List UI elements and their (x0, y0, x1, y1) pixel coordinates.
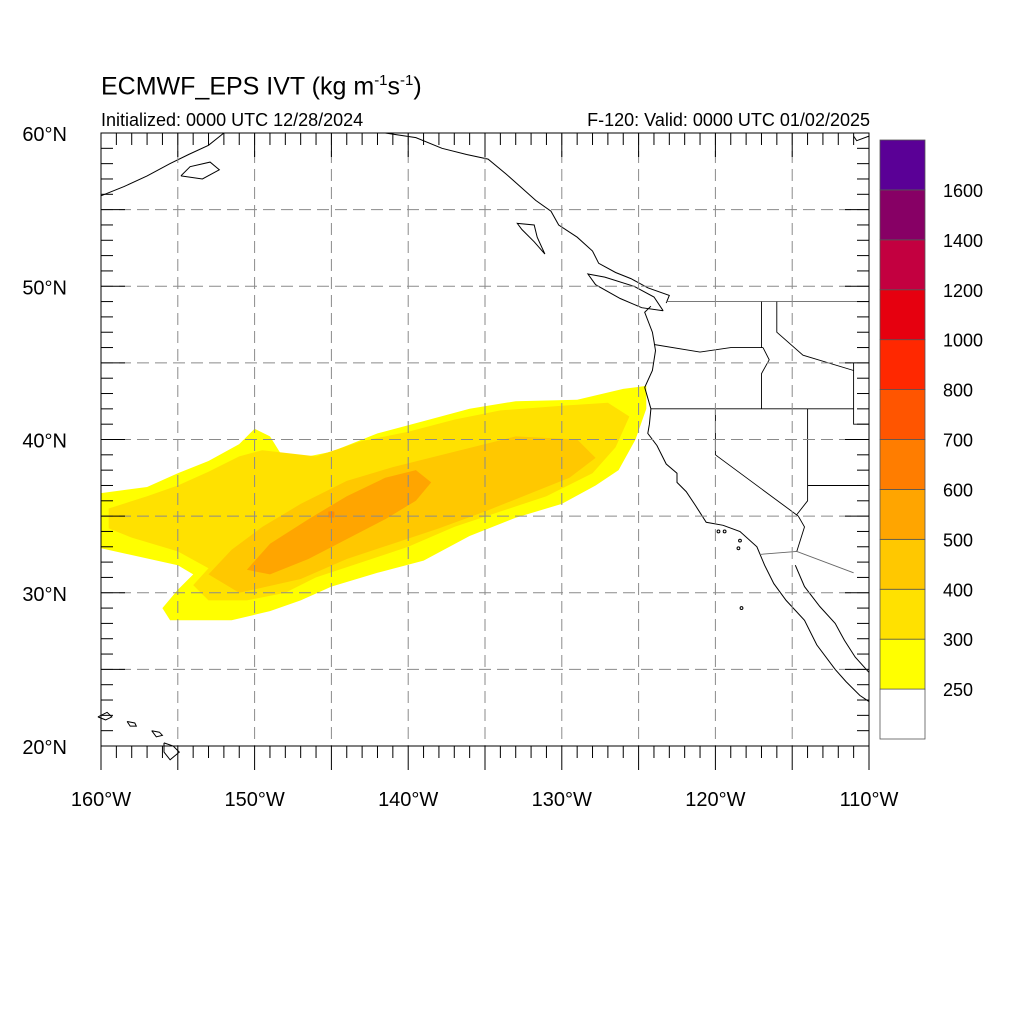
lon-label: 110°W (840, 789, 899, 811)
grid-lines (101, 133, 869, 746)
coastline-haida-gwaii (516, 222, 546, 255)
ivt-shading (101, 385, 647, 621)
border-ca-az (796, 515, 805, 552)
ivt-region-500-600 (246, 470, 432, 575)
colorbar-label: 250 (943, 680, 973, 700)
colorbar-label: 1000 (943, 331, 983, 351)
coastline-hawaii-maui (151, 730, 164, 738)
border-wa-or (653, 344, 763, 353)
lon-label: 130°W (532, 789, 592, 811)
colorbar-label: 400 (943, 580, 973, 600)
border-ca-nv (714, 408, 799, 517)
colorbar-swatch (879, 389, 926, 440)
coastline-oregon-wa-coast (644, 305, 657, 388)
lat-labels: 60°N 50°N 40°N 30°N 20°N (22, 124, 67, 759)
colorbar-swatch (879, 439, 926, 490)
coastline-hawaii-oahu (126, 721, 138, 727)
colorbar-swatch (879, 489, 926, 540)
colorbar-label: 500 (943, 530, 973, 550)
coastline-vancouver-island (586, 273, 664, 312)
lon-labels: 160°W 150°W 140°W 130°W 120°W 110°W (71, 789, 899, 811)
coastline-hawaii-niihau (97, 711, 113, 721)
coastline-kodiak-island (180, 161, 221, 180)
island-speck (739, 606, 744, 610)
lon-label: 160°W (71, 789, 131, 811)
coastline-coastal-rim-east (853, 135, 870, 142)
lat-label: 60°N (22, 124, 67, 146)
lat-label: 30°N (22, 584, 67, 606)
coastline-alaska-peninsula (100, 132, 225, 197)
colorbar-swatch (879, 189, 926, 241)
state-borders (650, 301, 869, 574)
coastlines (97, 132, 870, 761)
colorbar-swatch (879, 538, 926, 590)
colorbar-swatch (879, 239, 926, 291)
colorbar-swatch (879, 688, 926, 740)
border-or-id (761, 347, 770, 409)
lat-label: 40°N (22, 431, 67, 453)
colorbar-swatch (879, 289, 926, 341)
colorbar-swatch (879, 588, 926, 640)
border-id-mt (776, 301, 854, 371)
colorbar-label: 1600 (943, 181, 983, 201)
lon-label: 150°W (224, 789, 284, 811)
colorbar-label: 700 (943, 431, 973, 451)
coastline-west-coast (644, 387, 870, 703)
colorbar: 250 300 400 500 600 700 800 1000 1200 1400 1600 (879, 139, 983, 740)
island-speck (716, 529, 721, 534)
colorbar-label: 800 (943, 381, 973, 401)
chart-title: ECMWF_EPS IVT (kg m-1s-1) (101, 72, 422, 101)
colorbar-label: 300 (943, 630, 973, 650)
colorbar-swatch (879, 638, 926, 690)
colorbar-label: 1400 (943, 231, 983, 251)
island-speck (738, 538, 742, 543)
coastline-bc-coast (385, 132, 670, 304)
island-speck (722, 529, 727, 534)
border-nv-az (796, 408, 809, 515)
valid-time-label: F-120: Valid: 0000 UTC 01/02/2025 (587, 110, 870, 130)
lon-label: 140°W (378, 789, 438, 811)
initialized-label: Initialized: 0000 UTC 12/28/2024 (101, 110, 364, 130)
colorbar-label: 600 (943, 480, 973, 500)
lon-label: 120°W (685, 789, 745, 811)
border-us-mexico (759, 550, 854, 574)
colorbar-swatch (879, 339, 926, 390)
colorbar-label: 1200 (943, 281, 983, 301)
coastline-mainland-mexico-coast (794, 565, 870, 673)
colorbar-swatch (879, 139, 926, 191)
island-speck (736, 546, 741, 551)
lat-label: 50°N (22, 277, 67, 299)
coastline-hawaii-big-island (163, 742, 181, 761)
map-frame (100, 132, 870, 747)
lat-label: 20°N (22, 737, 67, 759)
